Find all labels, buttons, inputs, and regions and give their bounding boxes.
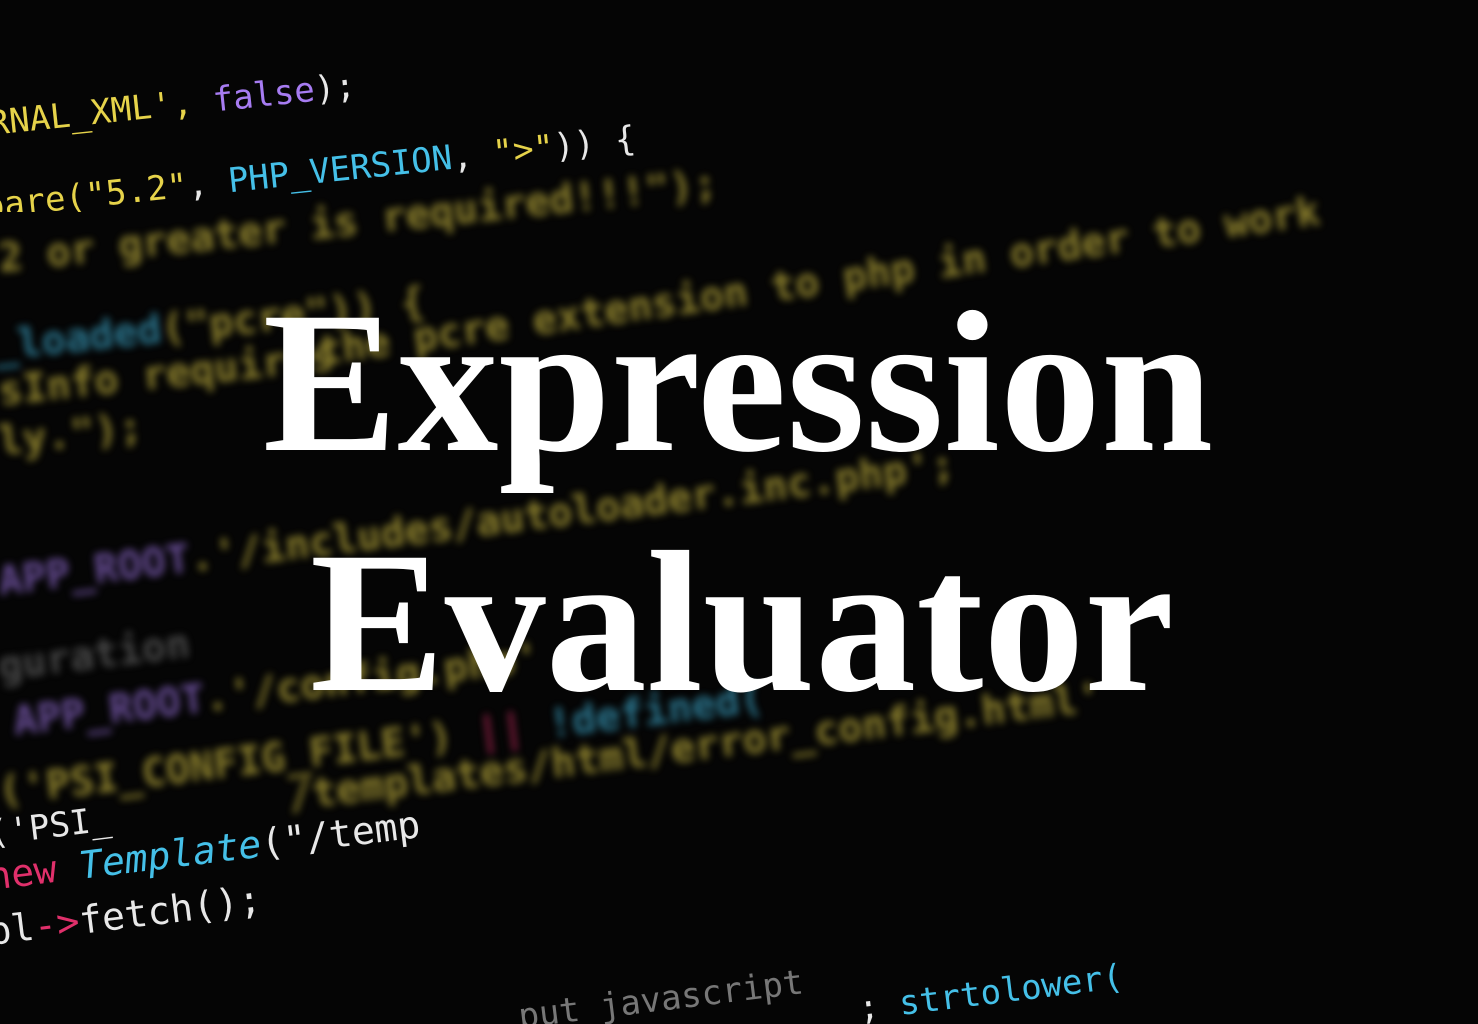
code-token: ;: [856, 984, 902, 1024]
title-line: Expression: [263, 270, 1213, 494]
code-token: ">": [491, 127, 556, 173]
code-token: pl: [0, 905, 37, 954]
code-token: ->: [31, 899, 82, 948]
code-token: ,: [185, 161, 230, 205]
title-line: Evaluator: [310, 510, 1174, 734]
code-token: )) {: [552, 119, 638, 167]
code-token: );: [312, 66, 357, 110]
code-token: ,: [450, 134, 495, 178]
blur-backdrop: [0, 212, 1478, 812]
